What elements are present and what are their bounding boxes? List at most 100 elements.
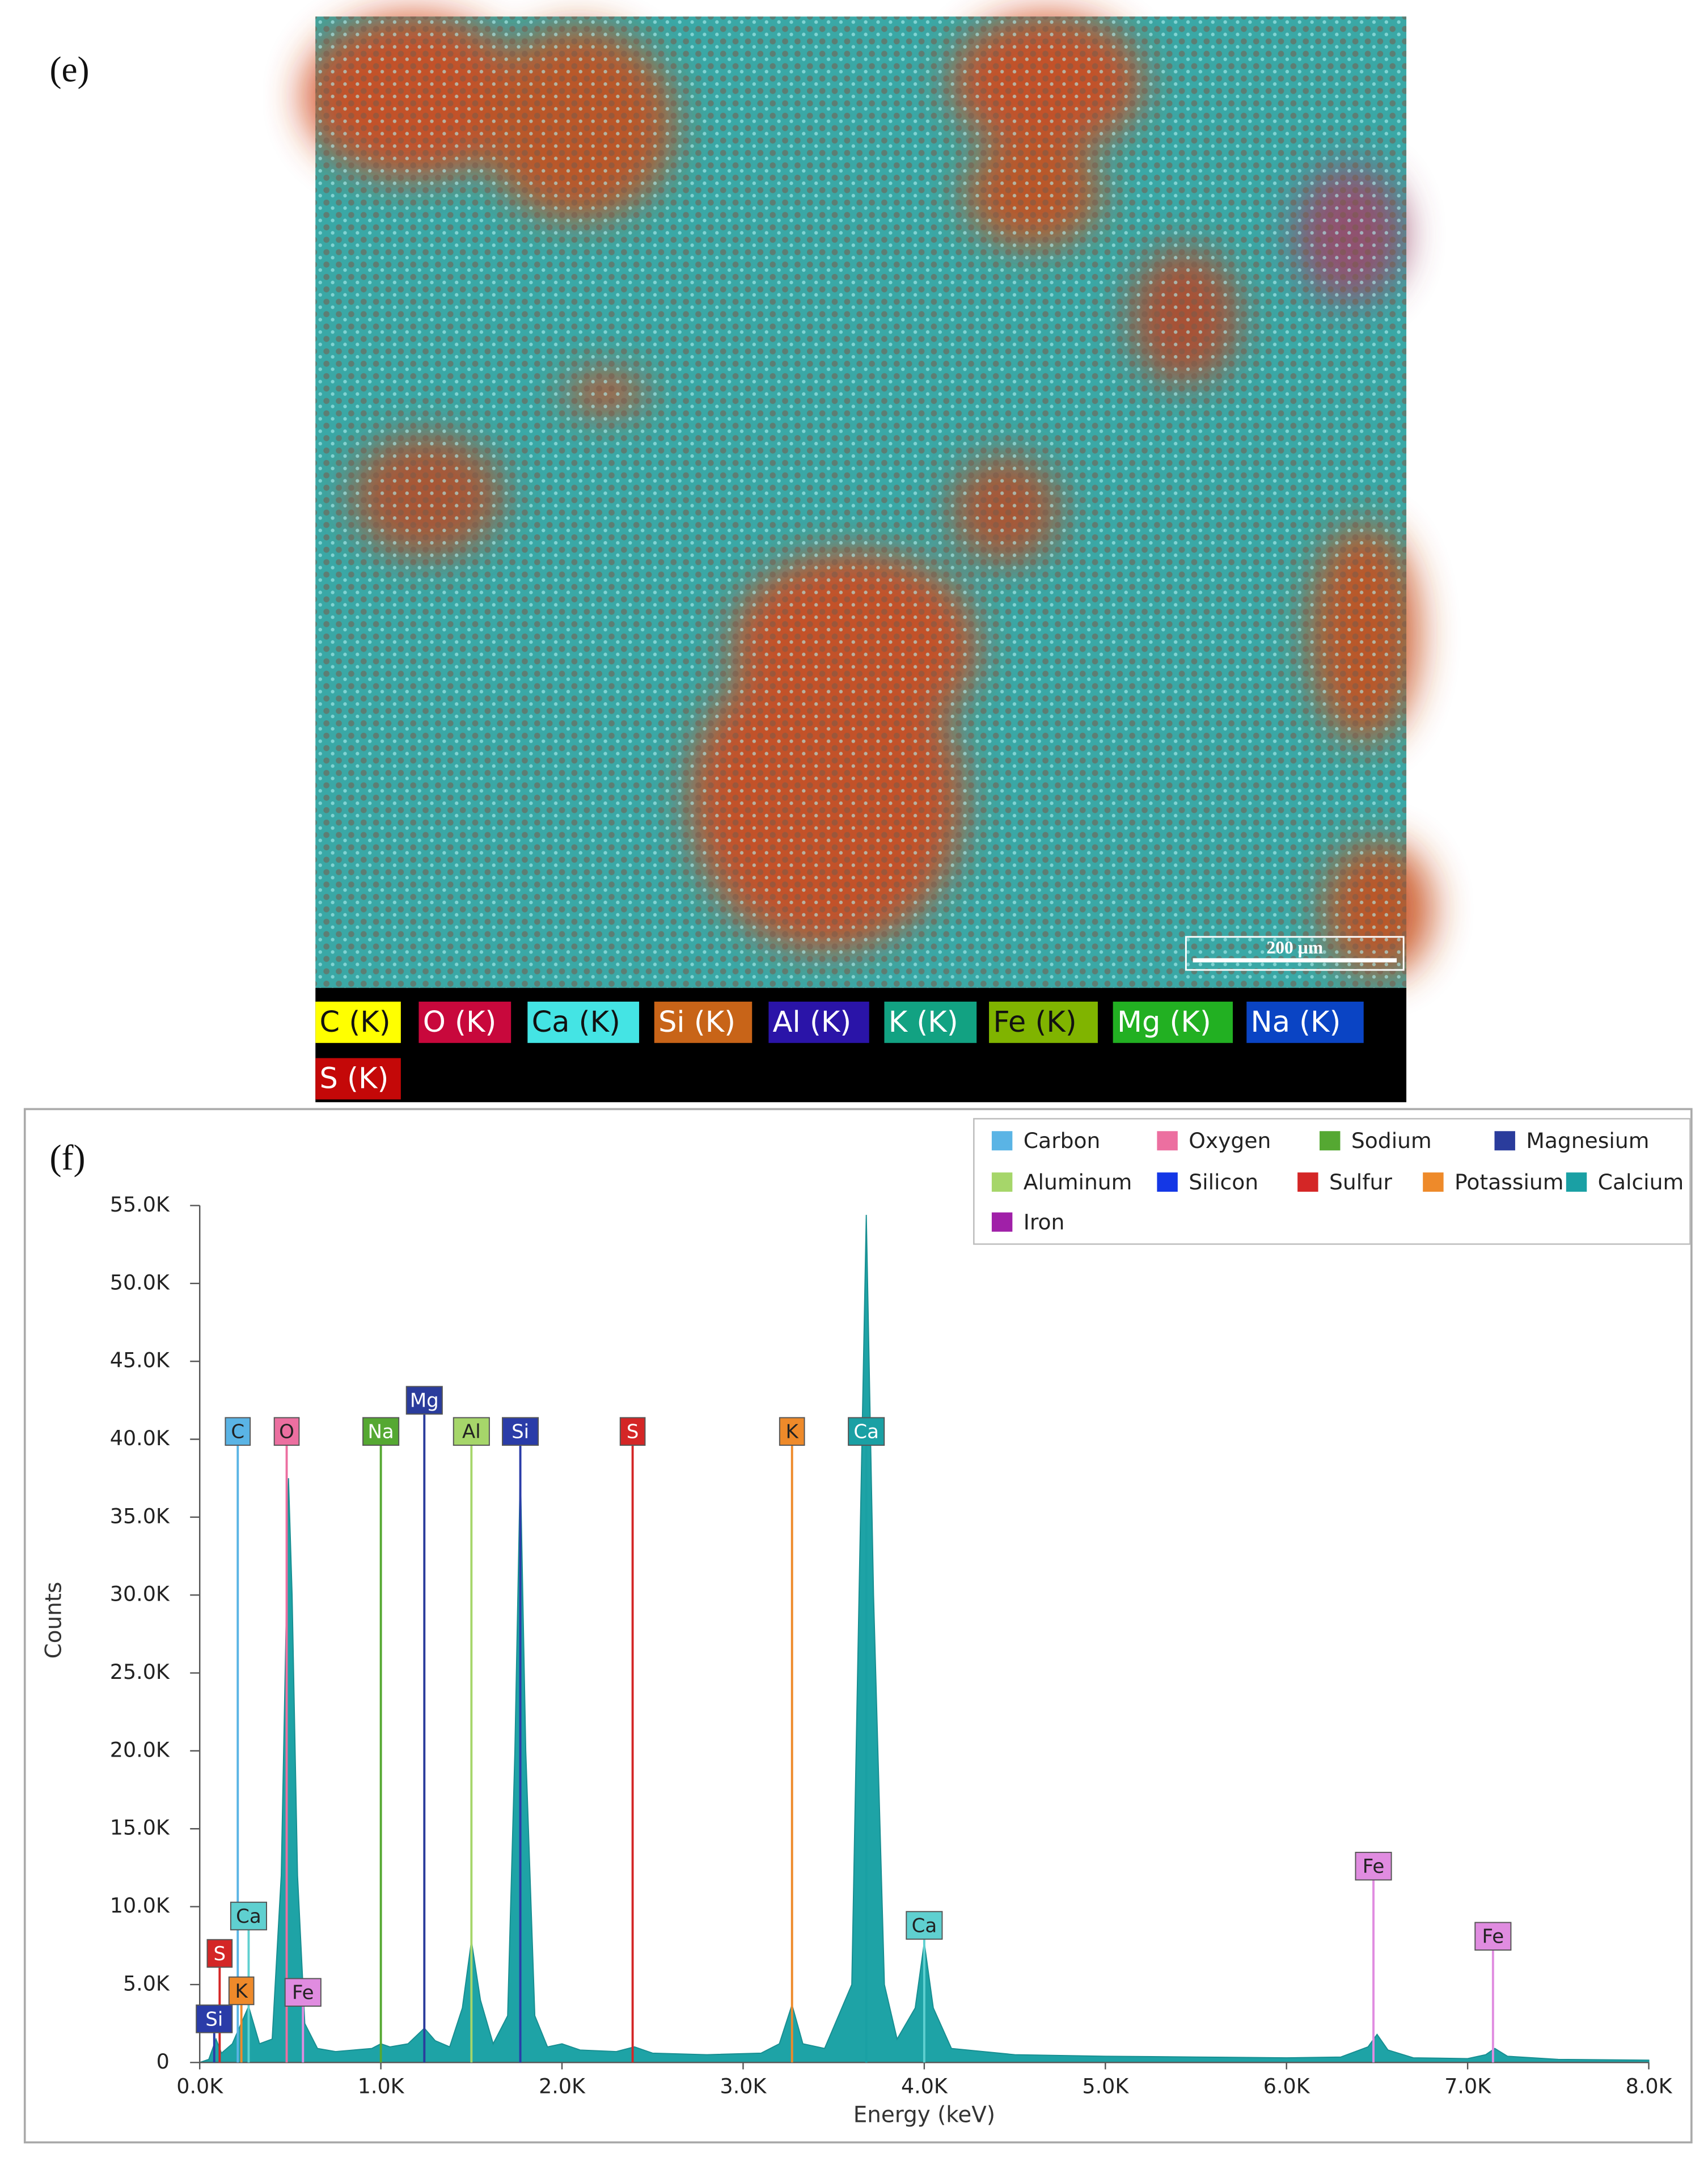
legend-swatch [991,1172,1013,1192]
element-marker-box [228,1976,255,2006]
map-legend-swatch [418,1001,511,1043]
map-legend-label: K (K) [889,1006,958,1039]
element-marker-label: Fe [292,1982,314,2004]
element-marker-box [196,2004,233,2033]
map-legend-swatch [654,1001,752,1043]
plot-area: 0 5.0K 10.0K 15.0K 20.0K 25.0K 30.0K 35.0K 40.0K… [110,1128,1684,2098]
map-legend-label: Al (K) [773,1006,852,1039]
element-marker-label: Na [367,1421,394,1444]
element-marker-label: Fe [1363,1855,1385,1878]
legend-swatch [991,1212,1013,1232]
legend-label: Silicon [1189,1170,1258,1195]
element-marker-box [225,1417,251,1446]
legend-label: Calcium [1598,1170,1684,1195]
element-marker-box [619,1417,646,1446]
element-marker-label: O [279,1421,294,1444]
element-marker-label: Ca [236,1905,261,1928]
element-marker-label: Si [511,1421,529,1444]
map-legend-label: S (K) [320,1062,389,1095]
panel-label: (e) [49,49,89,89]
legend-label: Iron [1024,1210,1065,1235]
x-tick-label: 4.0K [901,2074,948,2099]
y-axis-label: Counts [41,1582,67,1659]
legend-swatch [1566,1172,1587,1192]
y-tick-label: 50.0K [110,1270,170,1294]
x-tick-label: 7.0K [1444,2074,1491,2099]
legend-label: Sodium [1351,1128,1432,1153]
map-legend-label: Mg (K) [1117,1006,1211,1039]
map-legend-swatch [315,1001,401,1043]
element-marker-box [206,1939,233,1968]
legend-label: Aluminum [1024,1170,1132,1195]
element-marker-label: K [786,1421,800,1444]
y-tick-label: 0 [157,2049,170,2074]
map-legend-swatch [884,1001,977,1043]
element-marker-box [230,1901,268,1931]
legend-label: Oxygen [1189,1128,1271,1153]
y-tick-label: 55.0K [110,1192,170,1217]
element-marker-box [779,1417,805,1446]
x-axis-label: Energy (keV) [853,2103,995,2128]
map-legend-swatch [315,1058,401,1100]
y-tick-label: 10.0K [110,1893,170,1918]
element-marker-box [1355,1851,1392,1881]
map-legend-swatch [1246,1001,1364,1043]
x-tick-label: 0.0K [176,2074,223,2099]
element-marker-label: Si [205,2008,223,2031]
x-tick-label: 8.0K [1626,2074,1673,2099]
legend-swatch [1157,1131,1178,1151]
legend-swatch [1157,1172,1178,1192]
legend-swatch [1297,1172,1318,1192]
y-tick-label: 35.0K [110,1504,170,1528]
x-tick-label: 2.0K [539,2074,586,2099]
map-legend-label: Na (K) [1251,1006,1341,1039]
map-legend-label: C (K) [320,1006,391,1039]
element-marker-label: Mg [410,1390,439,1412]
element-marker-label: S [214,1943,226,1965]
map-legend-swatch [527,1001,640,1043]
element-marker-label: S [627,1421,639,1444]
element-marker-box [362,1417,400,1446]
element-marker-box [284,1978,322,2007]
scale-bar-label: 200 µm [1266,938,1323,957]
y-tick-label: 45.0K [110,1348,170,1373]
x-tick-label: 5.0K [1082,2074,1129,2099]
element-marker-label: Al [462,1421,481,1444]
y-tick-label: 25.0K [110,1660,170,1684]
map-legend-label: Si (K) [658,1006,735,1039]
legend-swatch [991,1131,1013,1151]
legend-label: Carbon [1024,1128,1101,1153]
map-legend-swatch [768,1001,869,1043]
element-marker-label: Fe [1482,1926,1504,1948]
y-tick-label: 40.0K [110,1426,170,1450]
element-marker-box [405,1386,443,1415]
map-legend-label: O (K) [423,1006,497,1039]
map-legend-label: Fe (K) [993,1006,1076,1039]
x-tick-label: 3.0K [720,2074,767,2099]
legend-swatch [1494,1131,1515,1151]
map-image [303,14,1433,1103]
element-marker-box [502,1417,539,1446]
map-legend-swatch [1113,1001,1233,1043]
element-marker-label: K [235,1980,249,2003]
x-tick-label: 6.0K [1263,2074,1310,2099]
panel-label: (f) [49,1138,85,1177]
element-marker-box [848,1417,885,1446]
element-marker-label: Ca [853,1421,879,1444]
element-marker-box [273,1417,300,1446]
element-marker-box [1474,1922,1512,1951]
legend-label: Sulfur [1329,1170,1392,1195]
legend-swatch [1320,1131,1341,1151]
x-tick-label: 1.0K [358,2074,405,2099]
y-tick-label: 30.0K [110,1582,170,1606]
element-marker-label: Ca [912,1914,937,1937]
map-legend: C (K) O (K) Ca (K) Si (K) Al (K) K (K) Fe (K) M… [315,1001,1364,1100]
map-legend-swatch [989,1001,1098,1043]
element-marker-label: C [231,1421,244,1444]
spectrum-area [199,1214,1650,2063]
legend-label: Magnesium [1526,1128,1649,1153]
element-marker-box [453,1417,490,1446]
y-tick-label: 15.0K [110,1816,170,1840]
